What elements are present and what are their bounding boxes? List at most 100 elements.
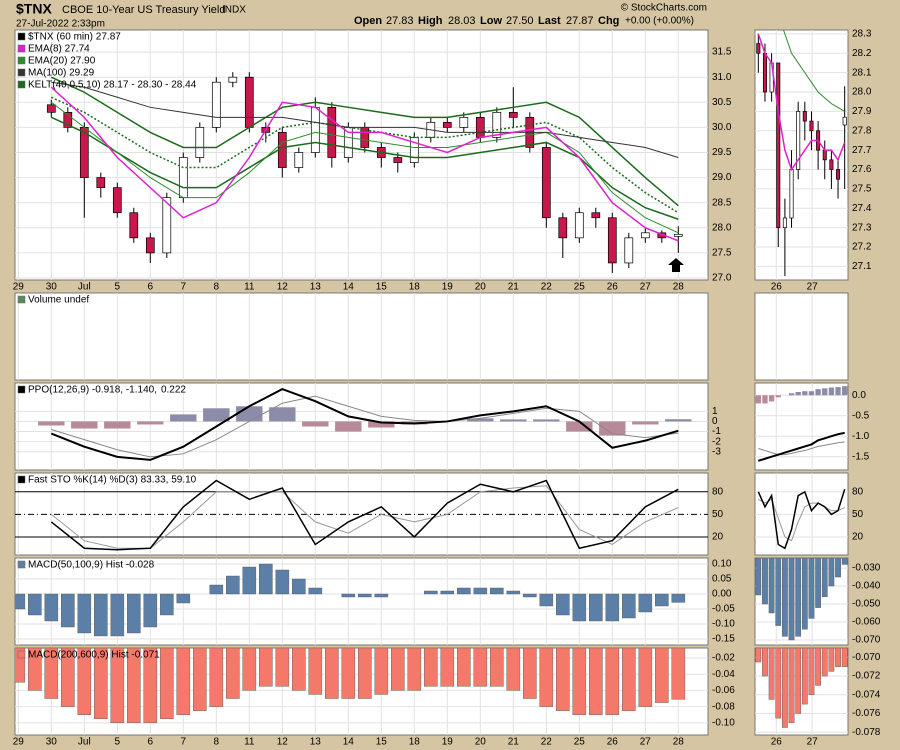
plot-area	[15, 563, 686, 637]
x-tick-label: 13	[310, 282, 322, 293]
hist-bar	[762, 648, 768, 677]
hist-bar	[490, 648, 504, 687]
hist-bar	[159, 593, 174, 616]
y-tick-label: 0.05	[712, 574, 732, 585]
legend-swatch	[17, 56, 26, 65]
y-tick-label: -0.072	[852, 671, 881, 682]
quote-label: Chg	[598, 15, 619, 27]
x-tick-label: 26	[607, 282, 619, 293]
candle-body	[442, 122, 452, 128]
candle-body	[96, 177, 106, 188]
candle-body	[829, 159, 834, 170]
candle-body	[776, 62, 781, 229]
x-tick-label: 11	[244, 737, 255, 748]
hist-bar	[822, 388, 828, 396]
x-tick-label: 22	[541, 737, 553, 748]
hist-bar	[802, 391, 808, 396]
y-tick-label: -0.10	[712, 717, 735, 728]
hist-bar	[815, 648, 821, 686]
indicator-line	[783, 30, 845, 112]
hist-bar	[259, 563, 273, 595]
x-tick-label: 21	[508, 737, 520, 748]
hist-bar	[93, 648, 108, 719]
hist-bar	[665, 419, 692, 422]
candle-body	[836, 169, 841, 180]
x-tick-label: 7	[181, 737, 187, 748]
y-tick-label: -3	[712, 446, 721, 457]
hist-bar	[655, 648, 669, 703]
hist-bar	[407, 648, 422, 691]
hist-bar	[77, 593, 92, 634]
hist-bar	[457, 587, 471, 595]
y-tick-label: 50	[852, 509, 864, 520]
candle-body	[574, 212, 584, 239]
hist-bar	[176, 593, 191, 604]
hist-bar	[539, 648, 554, 707]
legend-swatch	[17, 80, 26, 89]
x-tick-label: 29	[13, 737, 25, 748]
indicator-line	[50, 96, 679, 214]
plot-area	[38, 387, 692, 461]
x-tick-label: 21	[508, 282, 520, 293]
candle-body	[802, 111, 807, 122]
hist-bar	[143, 593, 158, 628]
hist-bar	[192, 648, 207, 711]
x-tick-label: 6	[148, 282, 154, 293]
hist-bar	[589, 648, 603, 715]
hist-bar	[61, 593, 75, 628]
x-tick-label: 8	[214, 737, 220, 748]
candle-body	[310, 106, 320, 153]
y-tick-label: -0.078	[852, 727, 881, 738]
y-tick-label: 31.5	[712, 47, 732, 58]
panel-frame	[754, 292, 849, 381]
hist-bar	[821, 648, 828, 677]
hist-bar	[374, 648, 389, 695]
quote-value: 28.03	[448, 15, 476, 27]
hist-bar	[308, 648, 323, 695]
legend-entry: $TNX (60 min) 27.87	[28, 32, 121, 43]
y-tick-label: 27.0	[712, 273, 732, 284]
y-tick-label: 30.5	[712, 97, 732, 108]
x-tick-label: 27	[640, 737, 652, 748]
y-tick-label: -0.070	[852, 652, 881, 663]
candle-body	[842, 116, 847, 126]
x-tick-label: 26	[607, 737, 619, 748]
y-tick-label: -0.08	[712, 701, 735, 712]
y-tick-label: 80	[712, 486, 724, 497]
hist-bar	[335, 421, 362, 432]
hist-bar	[755, 558, 762, 596]
hist-bar	[341, 593, 356, 598]
x-tick-label: 20	[475, 282, 487, 293]
candle-body	[228, 76, 238, 83]
candle-body	[624, 237, 634, 264]
hist-bar	[539, 593, 554, 607]
x-tick-label: 30	[46, 737, 58, 748]
legend-swatch	[17, 295, 26, 304]
hist-bar	[203, 408, 230, 422]
indicator-line	[50, 485, 679, 549]
y-tick-label: 30.0	[712, 122, 732, 133]
hist-bar	[490, 587, 504, 595]
symbol: $TNX	[16, 1, 52, 17]
plot-area	[755, 558, 848, 641]
candle-body	[508, 111, 518, 118]
indicator-line	[758, 431, 845, 462]
hist-bar	[440, 590, 455, 595]
indicator-line	[51, 81, 679, 158]
hist-bar	[424, 648, 438, 687]
hist-bar	[104, 421, 131, 429]
plot-area	[755, 648, 848, 728]
hist-bar	[28, 593, 42, 616]
hist-bar	[572, 648, 587, 715]
x-tick-label: 20	[475, 737, 487, 748]
hist-bar	[815, 558, 821, 608]
y-tick-label: 0.00	[712, 589, 732, 600]
quote-label: Open	[354, 15, 382, 27]
x-tick-label: 19	[442, 737, 454, 748]
quote-label: Last	[538, 15, 561, 27]
legend-swatch	[17, 32, 26, 41]
hist-bar	[671, 593, 686, 603]
x-tick-label: 7	[181, 282, 187, 293]
panel-frame	[14, 29, 709, 281]
hist-bar	[170, 414, 197, 422]
